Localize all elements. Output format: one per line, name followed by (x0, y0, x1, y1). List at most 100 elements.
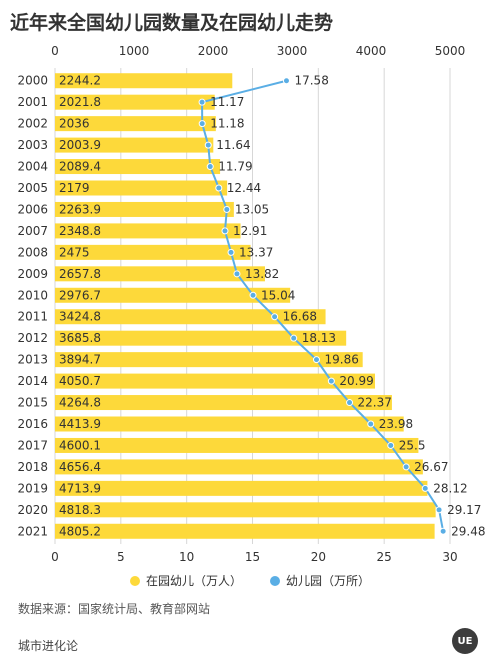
bar-value-label: 2475 (59, 245, 90, 259)
legend-item-line[interactable]: 幼儿园（万所） (270, 572, 370, 589)
bar (55, 266, 265, 282)
bottom-axis-tick-label: 30 (442, 550, 457, 564)
category-label: 2006 (17, 202, 48, 216)
line-point (271, 313, 279, 321)
category-label: 2007 (17, 224, 48, 238)
bar-value-label: 2036 (59, 117, 90, 131)
line-point (435, 506, 443, 514)
bar-swatch-icon (129, 575, 140, 586)
bar (55, 223, 241, 239)
category-label: 2001 (17, 95, 48, 109)
line-value-label: 28.12 (433, 481, 467, 495)
line-value-label: 15.04 (261, 288, 295, 302)
bar (55, 180, 228, 196)
category-label: 2020 (17, 503, 48, 517)
line-value-label: 11.79 (218, 160, 252, 174)
line-point (346, 399, 354, 407)
line-point (249, 291, 257, 299)
top-axis-tick-label: 1000 (119, 44, 150, 58)
bar-value-label: 2348.8 (59, 224, 101, 238)
bar-value-label: 3424.8 (59, 310, 101, 324)
bar-value-label: 4050.7 (59, 374, 101, 388)
line-point (204, 141, 212, 149)
category-label: 2016 (17, 417, 48, 431)
category-label: 2009 (17, 267, 48, 281)
line-value-label: 20.99 (339, 374, 373, 388)
line-point (198, 98, 206, 106)
top-axis-tick-label: 2000 (198, 44, 229, 58)
bar-value-label: 2089.4 (59, 160, 101, 174)
line-value-label: 18.13 (302, 331, 336, 345)
chart-title: 近年来全国幼儿园数量及在园幼儿走势 (10, 12, 334, 34)
brand-name: 城市进化论 (18, 639, 79, 653)
bar (55, 309, 326, 325)
category-label: 2013 (17, 353, 48, 367)
line-point (227, 248, 235, 256)
top-axis-tick-label: 4000 (356, 44, 387, 58)
bar-value-label: 3685.8 (59, 331, 101, 345)
category-label: 2017 (17, 438, 48, 452)
category-label: 2014 (17, 374, 48, 388)
bar-value-label: 4600.1 (59, 438, 101, 452)
line-value-label: 22.37 (358, 396, 392, 410)
line-value-label: 12.44 (227, 181, 261, 195)
bar (55, 523, 435, 539)
line-value-label: 19.86 (324, 353, 358, 367)
category-label: 2005 (17, 181, 48, 195)
bar (55, 395, 392, 411)
line-value-label: 13.37 (239, 245, 273, 259)
line-point (367, 420, 375, 428)
line-point (233, 270, 241, 278)
line-value-label: 16.68 (283, 310, 317, 324)
bottom-axis-tick-label: 5 (117, 550, 125, 564)
bar-value-label: 4818.3 (59, 503, 101, 517)
bar-value-label: 4413.9 (59, 417, 101, 431)
bar-value-label: 4805.2 (59, 524, 101, 538)
source-note: 数据来源：国家统计局、教育部网站 (18, 602, 211, 616)
line-value-label: 11.17 (210, 95, 244, 109)
line-value-label: 25.5 (399, 438, 426, 452)
top-axis-tick-label: 3000 (277, 44, 308, 58)
line-point (387, 441, 395, 449)
category-label: 2011 (17, 310, 48, 324)
bar-value-label: 4656.4 (59, 460, 101, 474)
bar-value-label: 4264.8 (59, 396, 101, 410)
line-value-label: 13.82 (245, 267, 279, 281)
line-value-label: 17.58 (294, 74, 328, 88)
category-label: 2012 (17, 331, 48, 345)
bottom-axis-tick-label: 25 (377, 550, 392, 564)
bar-value-label: 3894.7 (59, 353, 101, 367)
category-label: 2003 (17, 138, 48, 152)
bar (55, 480, 428, 496)
chart-area: 0 1000 2000 3000 4000 5000 0 5 10 15 20 25 30 2000 224… (17, 44, 485, 564)
line-point (439, 527, 447, 535)
line-value-label: 29.17 (447, 503, 481, 517)
category-label: 2019 (17, 481, 48, 495)
bar (55, 159, 221, 175)
line-value-label: 11.18 (210, 117, 244, 131)
line-swatch-icon (270, 575, 280, 586)
line-point (290, 334, 298, 342)
line-value-label: 13.05 (235, 202, 269, 216)
bar (55, 244, 251, 260)
legend-item-bars[interactable]: 在园幼儿（万人） (129, 572, 242, 589)
category-label: 2010 (17, 288, 48, 302)
line-value-label: 23.98 (379, 417, 413, 431)
bar (55, 116, 216, 132)
line-point (198, 120, 206, 128)
category-label: 2002 (17, 117, 48, 131)
line-value-label: 29.48 (451, 524, 485, 538)
line-value-label: 12.91 (233, 224, 267, 238)
line-value-label: 11.64 (216, 138, 250, 152)
bar-value-label: 2021.8 (59, 95, 101, 109)
bar (55, 73, 233, 89)
bottom-axis-tick-label: 0 (51, 550, 59, 564)
bar-value-label: 2003.9 (59, 138, 101, 152)
bar (55, 373, 376, 389)
legend-bar-label: 在园幼儿（万人） (145, 574, 242, 588)
line-point (215, 184, 223, 192)
line-series-path (201, 79, 445, 532)
bottom-axis-tick-label: 20 (311, 550, 326, 564)
line-point (206, 163, 214, 171)
line-point (312, 356, 320, 364)
